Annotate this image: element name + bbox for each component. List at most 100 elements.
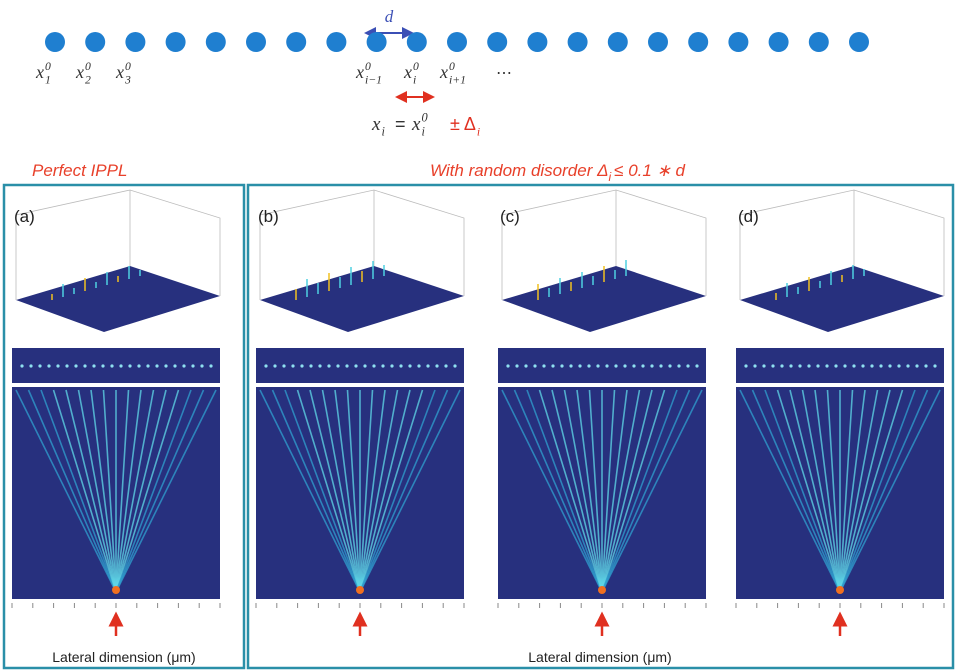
- strip-spot: [587, 364, 590, 367]
- strip-spot: [119, 364, 122, 367]
- site-label-sub: 1: [45, 73, 51, 86]
- equation-rhs-sub: i: [421, 125, 425, 139]
- strip-spot: [695, 364, 698, 367]
- strip-spot: [435, 364, 438, 367]
- equation-perturbation-sub: i: [477, 125, 480, 138]
- panel: (b): [256, 190, 464, 636]
- strip-spot: [83, 364, 86, 367]
- lattice-site: [568, 32, 588, 52]
- strip-spot: [182, 364, 185, 367]
- source: [836, 586, 844, 594]
- strip-spot: [200, 364, 203, 367]
- strip-spot: [686, 364, 689, 367]
- lattice-site: [407, 32, 427, 52]
- strip-spot: [291, 364, 294, 367]
- strip-spot: [426, 364, 429, 367]
- ellipsis: ⋯: [496, 65, 512, 82]
- strip-spot: [533, 364, 536, 367]
- strip-spot: [191, 364, 194, 367]
- site-label: x: [439, 62, 448, 82]
- axis-label: Lateral dimension (μm): [52, 649, 195, 665]
- strip-spot: [753, 364, 756, 367]
- strip-spot: [632, 364, 635, 367]
- strip-spot: [309, 364, 312, 367]
- site-label-sub: i−1: [365, 73, 382, 86]
- panel: (a): [12, 190, 220, 636]
- lattice-site: [849, 32, 869, 52]
- strip-spot: [354, 364, 357, 367]
- strip-spot: [318, 364, 321, 367]
- strip-spot: [816, 364, 819, 367]
- strip-spot: [596, 364, 599, 367]
- lattice-site: [367, 32, 387, 52]
- site-label-sup: 0: [365, 60, 371, 73]
- strip-spot: [110, 364, 113, 367]
- site-label-sup: 0: [413, 60, 419, 73]
- strip-spot: [146, 364, 149, 367]
- lattice-site: [527, 32, 547, 52]
- strip-spot: [888, 364, 891, 367]
- strip-spot: [623, 364, 626, 367]
- strip-spot: [137, 364, 140, 367]
- strip-spot: [155, 364, 158, 367]
- strip-spot: [641, 364, 644, 367]
- strip-spot: [843, 364, 846, 367]
- lattice-site: [447, 32, 467, 52]
- lattice-site: [728, 32, 748, 52]
- strip-spot: [825, 364, 828, 367]
- site-label: x: [403, 62, 412, 82]
- strip-spot: [173, 364, 176, 367]
- site-label-sup: 0: [449, 60, 455, 73]
- intensity-strip: [498, 348, 706, 383]
- strip-spot: [852, 364, 855, 367]
- strip-spot: [408, 364, 411, 367]
- lattice-site: [688, 32, 708, 52]
- equation-perturbation: ± Δ: [450, 114, 476, 134]
- panel: (c): [498, 190, 706, 636]
- strip-spot: [560, 364, 563, 367]
- strip-spot: [74, 364, 77, 367]
- lattice-site: [166, 32, 186, 52]
- strip-spot: [677, 364, 680, 367]
- source: [112, 586, 120, 594]
- strip-spot: [381, 364, 384, 367]
- equation-rhs-sup: 0: [421, 110, 428, 124]
- lattice-site: [206, 32, 226, 52]
- source: [598, 586, 606, 594]
- equation-op: =: [395, 114, 406, 134]
- site-label-sub: i: [413, 73, 416, 86]
- strip-spot: [807, 364, 810, 367]
- strip-spot: [363, 364, 366, 367]
- heading-disorder: With random disorder Δi≤ 0.1 ∗ d: [430, 161, 686, 184]
- strip-spot: [453, 364, 456, 367]
- strip-spot: [650, 364, 653, 367]
- intensity-strip: [12, 348, 220, 383]
- strip-spot: [861, 364, 864, 367]
- lattice-site: [769, 32, 789, 52]
- strip-spot: [444, 364, 447, 367]
- strip-spot: [578, 364, 581, 367]
- strip-spot: [372, 364, 375, 367]
- site-label-sup: 0: [85, 60, 91, 73]
- lattice-site: [326, 32, 346, 52]
- lattice-site: [45, 32, 65, 52]
- strip-spot: [906, 364, 909, 367]
- strip-spot: [65, 364, 68, 367]
- lattice-site: [286, 32, 306, 52]
- site-label-sub: 2: [85, 73, 91, 86]
- panel-label: (c): [500, 207, 520, 226]
- strip-spot: [515, 364, 518, 367]
- strip-spot: [20, 364, 23, 367]
- strip-spot: [569, 364, 572, 367]
- lattice-site: [125, 32, 145, 52]
- axis-label: Lateral dimension (μm): [528, 649, 671, 665]
- strip-spot: [834, 364, 837, 367]
- strip-spot: [668, 364, 671, 367]
- strip-spot: [659, 364, 662, 367]
- strip-spot: [336, 364, 339, 367]
- strip-spot: [390, 364, 393, 367]
- source: [356, 586, 364, 594]
- strip-spot: [506, 364, 509, 367]
- equation-rhs: x: [411, 114, 421, 135]
- strip-spot: [38, 364, 41, 367]
